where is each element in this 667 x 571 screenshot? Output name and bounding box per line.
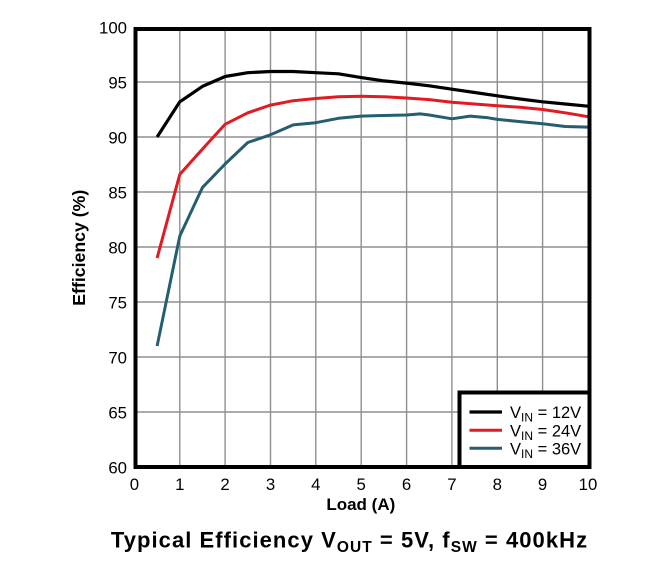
svg-text:3: 3 xyxy=(266,475,275,494)
svg-text:1: 1 xyxy=(175,475,184,494)
svg-text:9: 9 xyxy=(538,475,547,494)
svg-text:6: 6 xyxy=(402,475,411,494)
svg-text:65: 65 xyxy=(108,403,127,422)
svg-text:5: 5 xyxy=(357,475,366,494)
svg-text:75: 75 xyxy=(108,293,127,312)
svg-text:95: 95 xyxy=(108,73,127,92)
svg-text:4: 4 xyxy=(311,475,320,494)
svg-text:Efficiency (%): Efficiency (%) xyxy=(69,190,89,306)
svg-text:10: 10 xyxy=(579,475,598,494)
svg-text:8: 8 xyxy=(493,475,502,494)
svg-text:60: 60 xyxy=(108,458,127,477)
svg-text:Load (A): Load (A) xyxy=(326,495,395,514)
svg-text:0: 0 xyxy=(130,475,139,494)
svg-text:Typical Efficiency VOUT = 5V,: Typical Efficiency VOUT = 5V, fSW = 400k… xyxy=(111,528,588,557)
svg-text:85: 85 xyxy=(108,183,127,202)
svg-text:7: 7 xyxy=(447,475,456,494)
svg-text:90: 90 xyxy=(108,128,127,147)
svg-text:70: 70 xyxy=(108,348,127,367)
svg-text:80: 80 xyxy=(108,238,127,257)
svg-text:VIN = 36V: VIN = 36V xyxy=(510,441,581,462)
svg-text:2: 2 xyxy=(220,475,229,494)
svg-text:100: 100 xyxy=(99,18,127,37)
